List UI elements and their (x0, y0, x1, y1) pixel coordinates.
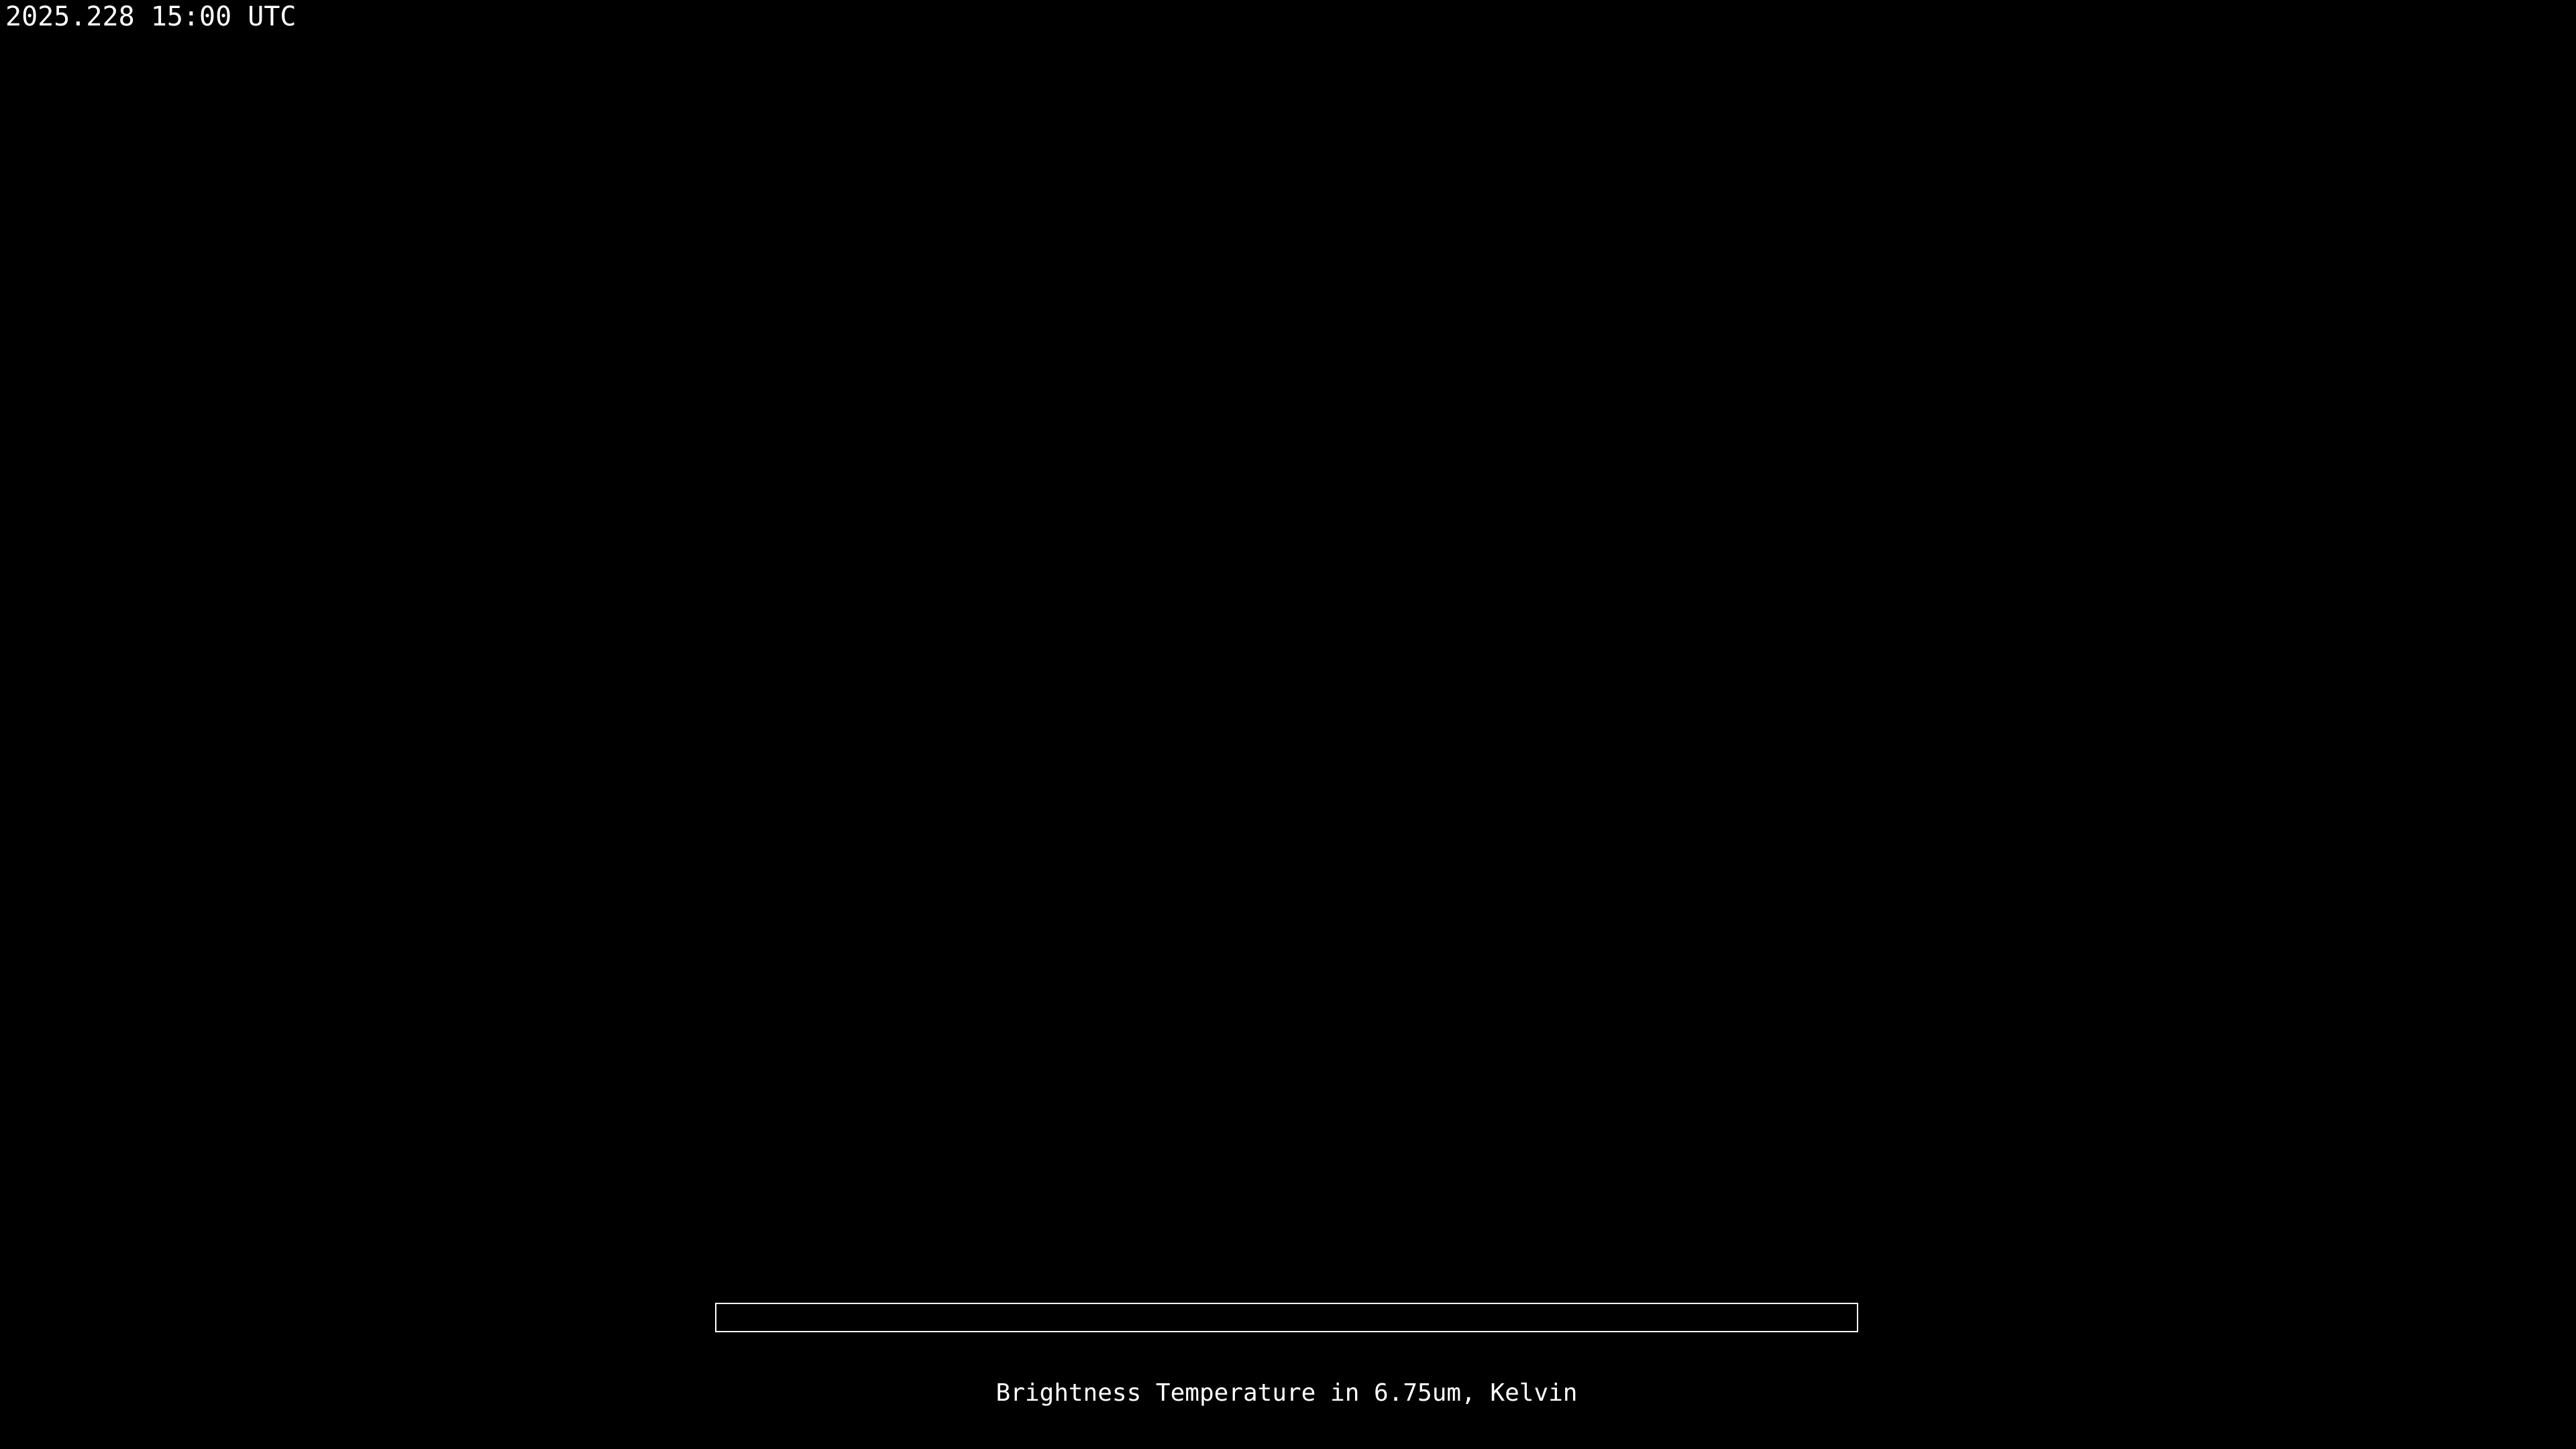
colorbar-gradient (715, 1303, 1858, 1332)
colorbar-title: Brightness Temperature in 6.75um, Kelvin (996, 1379, 1578, 1407)
timestamp: 2025.228 15:00 UTC (5, 1, 297, 32)
colorbar: Brightness Temperature in 6.75um, Kelvin (715, 1303, 1858, 1445)
water-vapor-map-canvas (0, 0, 2576, 1288)
